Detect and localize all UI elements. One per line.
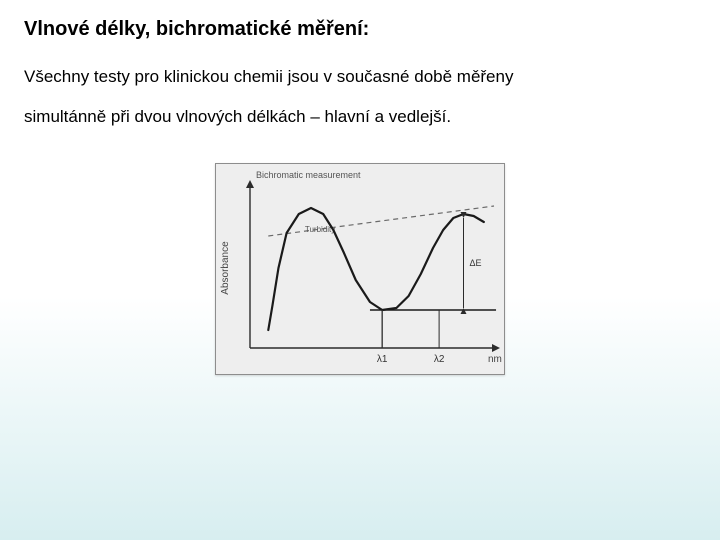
chart-container: Bichromatic measurementAbsorbancenmTurbi… [24,163,696,375]
svg-text:ΔE: ΔE [470,258,482,268]
svg-text:Absorbance: Absorbance [220,241,231,295]
heading: Vlnové délky, bichromatické měření: [24,18,696,41]
slide-page: Vlnové délky, bichromatické měření: Všec… [0,0,720,393]
svg-text:Bichromatic measurement: Bichromatic measurement [256,170,361,180]
svg-text:nm: nm [488,354,502,365]
chart-svg: Bichromatic measurementAbsorbancenmTurbi… [216,164,504,374]
paragraph-line-2: simultánně při dvou vlnových délkách – h… [24,107,696,127]
svg-text:λ2: λ2 [434,354,445,365]
paragraph-line-1: Všechny testy pro klinickou chemii jsou … [24,67,696,87]
svg-text:λ1: λ1 [377,354,388,365]
bichromatic-chart: Bichromatic measurementAbsorbancenmTurbi… [215,163,505,375]
